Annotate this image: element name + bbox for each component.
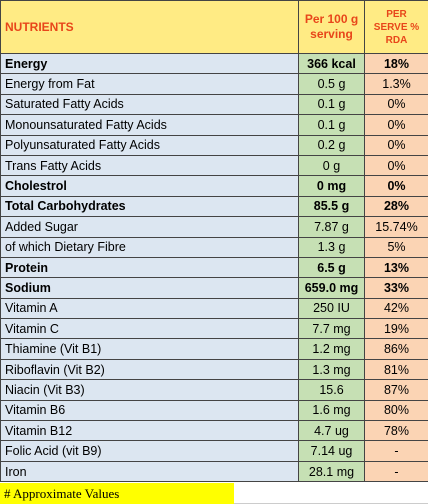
- rda-percent-cell[interactable]: 86%: [364, 338, 428, 360]
- per-100g-value-cell[interactable]: 7.87 g: [298, 216, 365, 238]
- rda-percent-cell[interactable]: 80%: [364, 399, 428, 422]
- per-100g-value-cell[interactable]: 1.3 mg: [298, 358, 365, 381]
- table-row: Iron 28.1 mg -: [0, 460, 428, 483]
- nutrient-name-cell[interactable]: of which Dietary Fibre: [0, 236, 299, 258]
- table-row: Vitamin B6 1.6 mg 80%: [0, 399, 428, 422]
- rda-header-line1: PER: [386, 8, 407, 20]
- per-100g-value-cell[interactable]: 0.5 g: [298, 73, 365, 95]
- nutrient-name-cell[interactable]: Energy from Fat: [0, 73, 299, 95]
- per-100g-value-cell[interactable]: 0.1 g: [298, 114, 365, 136]
- table-row: Vitamin B12 4.7 ug 78%: [0, 420, 428, 442]
- nutrient-name-cell[interactable]: Riboflavin (Vit B2): [0, 358, 299, 381]
- nutrient-name-cell[interactable]: Trans Fatty Acids: [0, 154, 299, 177]
- nutrient-name-cell[interactable]: Niacin (Vit B3): [0, 379, 299, 401]
- per-100g-header-line1: Per 100 g: [304, 12, 359, 26]
- nutrient-name-cell[interactable]: Thiamine (Vit B1): [0, 338, 299, 360]
- per-100g-value-cell[interactable]: 250 IU: [298, 297, 365, 320]
- rda-percent-cell[interactable]: 13%: [364, 256, 428, 279]
- table-row: Energy 366 kcal 18%: [0, 52, 428, 75]
- per-100g-value-cell[interactable]: 1.2 mg: [298, 338, 365, 360]
- nutrient-name-cell[interactable]: Cholestrol: [0, 175, 299, 197]
- table-row: Monounsaturated Fatty Acids 0.1 g 0%: [0, 114, 428, 136]
- rda-percent-cell[interactable]: 15.74%: [364, 216, 428, 238]
- rda-percent-cell[interactable]: 18%: [364, 52, 428, 75]
- nutrient-name-cell[interactable]: Vitamin B12: [0, 420, 299, 442]
- nutrient-name-cell[interactable]: Vitamin C: [0, 318, 299, 340]
- per-100g-value-cell[interactable]: 0 mg: [298, 175, 365, 197]
- table-row: Sodium 659.0 mg 33%: [0, 277, 428, 299]
- table-row: Protein 6.5 g 13%: [0, 256, 428, 279]
- per-100g-header[interactable]: Per 100 g serving: [298, 0, 365, 54]
- rda-percent-cell[interactable]: 0%: [364, 93, 428, 116]
- rda-percent-cell[interactable]: 33%: [364, 277, 428, 299]
- per-100g-value-cell[interactable]: 15.6: [298, 379, 365, 401]
- per-100g-value-cell[interactable]: 0.1 g: [298, 93, 365, 116]
- rda-header-line3: RDA: [385, 34, 408, 46]
- per-100g-value-cell[interactable]: 0 g: [298, 154, 365, 177]
- rda-percent-cell[interactable]: 0%: [364, 175, 428, 197]
- table-row: of which Dietary Fibre 1.3 g 5%: [0, 236, 428, 258]
- nutrient-name-cell[interactable]: Saturated Fatty Acids: [0, 93, 299, 116]
- table-row: Energy from Fat 0.5 g 1.3%: [0, 73, 428, 95]
- nutrient-name-cell[interactable]: Sodium: [0, 277, 299, 299]
- nutrient-name-cell[interactable]: Folic Acid (vit B9): [0, 440, 299, 462]
- rda-percent-cell[interactable]: 87%: [364, 379, 428, 401]
- nutrient-name-cell[interactable]: Added Sugar: [0, 216, 299, 238]
- table-row: Vitamin A 250 IU 42%: [0, 297, 428, 320]
- table-row: Thiamine (Vit B1) 1.2 mg 86%: [0, 338, 428, 360]
- nutrient-name-cell[interactable]: Vitamin A: [0, 297, 299, 320]
- table-row: Total Carbohydrates 85.5 g 28%: [0, 195, 428, 218]
- rda-percent-cell[interactable]: 0%: [364, 114, 428, 136]
- nutrient-name-cell[interactable]: Iron: [0, 460, 299, 483]
- footnote[interactable]: # Approximate Values: [0, 483, 234, 504]
- nutrient-name-cell[interactable]: Energy: [0, 52, 299, 75]
- rda-percent-cell[interactable]: -: [364, 460, 428, 483]
- rda-percent-cell[interactable]: 0%: [364, 134, 428, 156]
- table-row: Folic Acid (vit B9) 7.14 ug -: [0, 440, 428, 462]
- table-row: Added Sugar 7.87 g 15.74%: [0, 216, 428, 238]
- nutrients-header[interactable]: NUTRIENTS: [0, 0, 299, 54]
- rda-percent-cell[interactable]: 78%: [364, 420, 428, 442]
- table-row: Polyunsaturated Fatty Acids 0.2 g 0%: [0, 134, 428, 156]
- header-row: NUTRIENTS Per 100 g serving PER SERVE % …: [0, 0, 428, 54]
- rda-percent-cell[interactable]: 19%: [364, 318, 428, 340]
- table-row: Trans Fatty Acids 0 g 0%: [0, 154, 428, 177]
- per-100g-value-cell[interactable]: 85.5 g: [298, 195, 365, 218]
- nutrition-table: NUTRIENTS Per 100 g serving PER SERVE % …: [0, 0, 428, 483]
- per-100g-value-cell[interactable]: 0.2 g: [298, 134, 365, 156]
- per-100g-value-cell[interactable]: 6.5 g: [298, 256, 365, 279]
- per-100g-value-cell[interactable]: 1.3 g: [298, 236, 365, 258]
- table-row: Niacin (Vit B3) 15.6 87%: [0, 379, 428, 401]
- rda-percent-cell[interactable]: 28%: [364, 195, 428, 218]
- nutrients-header-label: NUTRIENTS: [5, 20, 74, 34]
- table-row: Cholestrol 0 mg 0%: [0, 175, 428, 197]
- rda-percent-cell[interactable]: 1.3%: [364, 73, 428, 95]
- per-100g-value-cell[interactable]: 4.7 ug: [298, 420, 365, 442]
- per-100g-value-cell[interactable]: 7.7 mg: [298, 318, 365, 340]
- table-row: Vitamin C 7.7 mg 19%: [0, 318, 428, 340]
- nutrient-name-cell[interactable]: Protein: [0, 256, 299, 279]
- per-100g-value-cell[interactable]: 7.14 ug: [298, 440, 365, 462]
- rda-percent-cell[interactable]: -: [364, 440, 428, 462]
- nutrient-name-cell[interactable]: Total Carbohydrates: [0, 195, 299, 218]
- per-100g-value-cell[interactable]: 1.6 mg: [298, 399, 365, 422]
- rda-percent-cell[interactable]: 81%: [364, 358, 428, 381]
- per-100g-value-cell[interactable]: 659.0 mg: [298, 277, 365, 299]
- footer-empty-cells: [234, 483, 428, 504]
- rda-percent-cell[interactable]: 42%: [364, 297, 428, 320]
- rda-percent-cell[interactable]: 5%: [364, 236, 428, 258]
- table-row: Riboflavin (Vit B2) 1.3 mg 81%: [0, 358, 428, 381]
- per-100g-value-cell[interactable]: 366 kcal: [298, 52, 365, 75]
- rda-percent-cell[interactable]: 0%: [364, 154, 428, 177]
- nutrient-name-cell[interactable]: Polyunsaturated Fatty Acids: [0, 134, 299, 156]
- nutrient-name-cell[interactable]: Monounsaturated Fatty Acids: [0, 114, 299, 136]
- rda-header[interactable]: PER SERVE % RDA: [364, 0, 428, 54]
- per-100g-header-line2: serving: [310, 27, 353, 41]
- nutrient-name-cell[interactable]: Vitamin B6: [0, 399, 299, 422]
- per-100g-value-cell[interactable]: 28.1 mg: [298, 460, 365, 483]
- table-row: Saturated Fatty Acids 0.1 g 0%: [0, 93, 428, 116]
- rda-header-line2: SERVE %: [373, 21, 420, 33]
